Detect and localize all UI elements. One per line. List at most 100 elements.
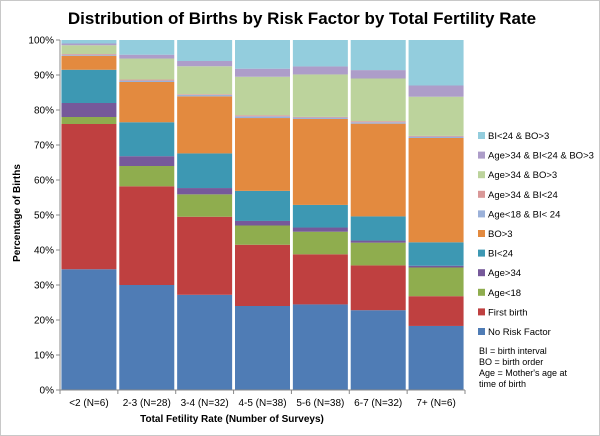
legend-label-bo-3: BO>3 [488, 229, 513, 240]
legend-label-age-34-bi-24: Age>34 & BI<24 [488, 190, 558, 201]
bar-segment-age-34-bi-24-7 [408, 135, 464, 137]
bar-segment-age-34-bi-24-bo-3-5 [292, 66, 348, 75]
legend-note-line: Age = Mother's age at [479, 368, 568, 378]
legend-label-age-18: Age<18 [488, 288, 521, 299]
bar-segment-bi-24-bo-3-6 [350, 40, 406, 71]
bar-segment-bi-24-bo-3-5 [292, 40, 348, 67]
legend-label-age-18-bi-24: Age<18 & BI< 24 [488, 209, 560, 220]
y-axis-label: Percentage of Births [12, 164, 23, 262]
bar-segment-age-34-7 [408, 265, 464, 268]
bar-segment-bi-24-7 [408, 242, 464, 266]
legend-label-age-34-bi-24-bo-3: Age>34 & BI<24 & BO>3 [488, 151, 594, 162]
bar-segment-age-18-3 [177, 194, 233, 217]
bar-segment-age-18-2 [119, 166, 175, 187]
bar-segment-age-34-6 [350, 240, 406, 243]
bar-segment-no-risk-factor-3 [177, 294, 233, 390]
bar-segment-age-34-bi-24-bo-3-1 [61, 43, 117, 46]
legend-label-age-34: Age>34 [488, 268, 521, 279]
bar-segment-bo-3-2 [119, 82, 175, 123]
bars-group [61, 40, 464, 390]
bar-segment-age-34-bo-3-5 [292, 74, 348, 117]
legend-swatch-age-34 [478, 269, 485, 277]
x-tick-label: 2-3 (N=28) [123, 398, 171, 409]
y-tick-label: 80% [34, 106, 54, 117]
bar-segment-age-34-3 [177, 188, 233, 195]
bar-segment-age-34-bo-3-3 [177, 66, 233, 95]
x-tick-label: 4-5 (N=38) [238, 398, 286, 409]
bar-segment-bo-3-7 [408, 138, 464, 243]
legend-swatch-age-18-bi-24 [478, 210, 485, 218]
bar-segment-age-18-6 [350, 242, 406, 266]
bar-segment-first-birth-1 [61, 124, 117, 270]
bar-segment-bi-24-3 [177, 153, 233, 189]
bar-segment-no-risk-factor-4 [235, 306, 290, 390]
bar-segment-age-34-4 [235, 220, 290, 226]
bar-segment-age-18-5 [292, 231, 348, 255]
bar-segment-first-birth-4 [235, 244, 290, 306]
bar-segment-bi-24-bo-3-2 [119, 40, 175, 55]
bar-segment-age-34-2 [119, 156, 175, 166]
bar-segment-age-34-bi-24-1 [61, 54, 117, 55]
bar-segment-age-18-bi-24-6 [350, 122, 406, 124]
legend-swatch-bi-24 [478, 249, 485, 257]
bar-segment-age-34-bo-3-4 [235, 76, 290, 116]
legend-swatch-age-34-bi-24-bo-3 [478, 151, 485, 159]
bar-segment-first-birth-6 [350, 265, 406, 311]
y-tick-label: 70% [34, 141, 54, 152]
bar-segment-age-18-bi-24-7 [408, 136, 464, 138]
bar-segment-bi-24-6 [350, 216, 406, 241]
x-tick-label: 7+ (N=6) [416, 398, 455, 409]
bar-segment-age-34-5 [292, 227, 348, 232]
bar-segment-age-34-bi-24-5 [292, 116, 348, 118]
x-axis-label: Total Fetility Rate (Number of Surveys) [140, 414, 324, 425]
bar-segment-age-18-bi-24-5 [292, 117, 348, 119]
legend-label-age-34-bo-3: Age>34 & BO>3 [488, 170, 557, 181]
chart-title: Distribution of Births by Risk Factor by… [68, 9, 536, 28]
bar-segment-age-18-1 [61, 117, 117, 124]
bar-segment-bi-24-bo-3-3 [177, 40, 233, 61]
legend-label-bi-24: BI<24 [488, 249, 513, 260]
legend: BI<24 & BO>3 Age>34 & BI<24 & BO>3 Age>34 … [478, 131, 594, 338]
bar-segment-age-34-bo-3-6 [350, 78, 406, 122]
legend-label-no-risk-factor: No Risk Factor [488, 327, 551, 338]
bar-segment-bo-3-4 [235, 118, 290, 191]
bar-segment-age-34-bo-3-7 [408, 96, 464, 136]
bar-segment-age-34-bi-24-bo-3-3 [177, 61, 233, 67]
legend-swatch-age-34-bi-24 [478, 190, 485, 198]
axes-group: <2 (N=6) 2-3 (N=28) 3-4 (N=32) 4-5 (N=38) 5-… [28, 36, 466, 409]
bar-segment-no-risk-factor-1 [61, 269, 117, 390]
bar-segment-age-34-bi-24-bo-3-4 [235, 68, 290, 77]
bar-segment-bi-24-2 [119, 122, 175, 157]
x-tick-label: 6-7 (N=32) [354, 398, 402, 409]
bar-segment-bo-3-3 [177, 96, 233, 154]
bar-segment-age-18-4 [235, 225, 290, 245]
y-tick-label: 90% [34, 71, 54, 82]
legend-note-line: BI = birth interval [479, 346, 547, 356]
bar-segment-bi-24-bo-3-4 [235, 40, 290, 69]
legend-swatch-no-risk-factor [478, 328, 485, 335]
legend-note-line: BO = birth order [479, 357, 543, 367]
bar-segment-bi-24-bo-3-1 [61, 40, 117, 44]
bar-segment-age-18-bi-24-4 [235, 116, 290, 119]
bar-segment-age-34-bi-24-3 [177, 94, 233, 95]
legend-swatch-bo-3 [478, 230, 485, 237]
bar-segment-first-birth-5 [292, 254, 348, 305]
bar-segment-age-18-bi-24-2 [119, 80, 175, 82]
legend-label-bi-24-bo-3: BI<24 & BO>3 [488, 131, 549, 142]
bar-segment-age-18-bi-24-3 [177, 94, 233, 97]
bar-segment-no-risk-factor-6 [350, 310, 406, 390]
bar-segment-age-34-1 [61, 103, 117, 117]
bar-segment-bo-3-5 [292, 118, 348, 205]
legend-swatch-first-birth [478, 308, 485, 316]
y-tick-label: 50% [34, 211, 54, 222]
bar-segment-age-34-bi-24-bo-3-6 [350, 70, 406, 79]
legend-label-first-birth: First birth [488, 307, 528, 318]
legend-note-line: time of birth [479, 379, 526, 389]
bar-segment-bi-24-5 [292, 204, 348, 228]
bar-segment-first-birth-3 [177, 216, 233, 295]
bar-segment-no-risk-factor-5 [292, 304, 348, 390]
legend-swatch-bi-24-bo-3 [478, 132, 485, 139]
bar-segment-no-risk-factor-7 [408, 325, 464, 390]
y-tick-label: 0% [40, 386, 55, 397]
